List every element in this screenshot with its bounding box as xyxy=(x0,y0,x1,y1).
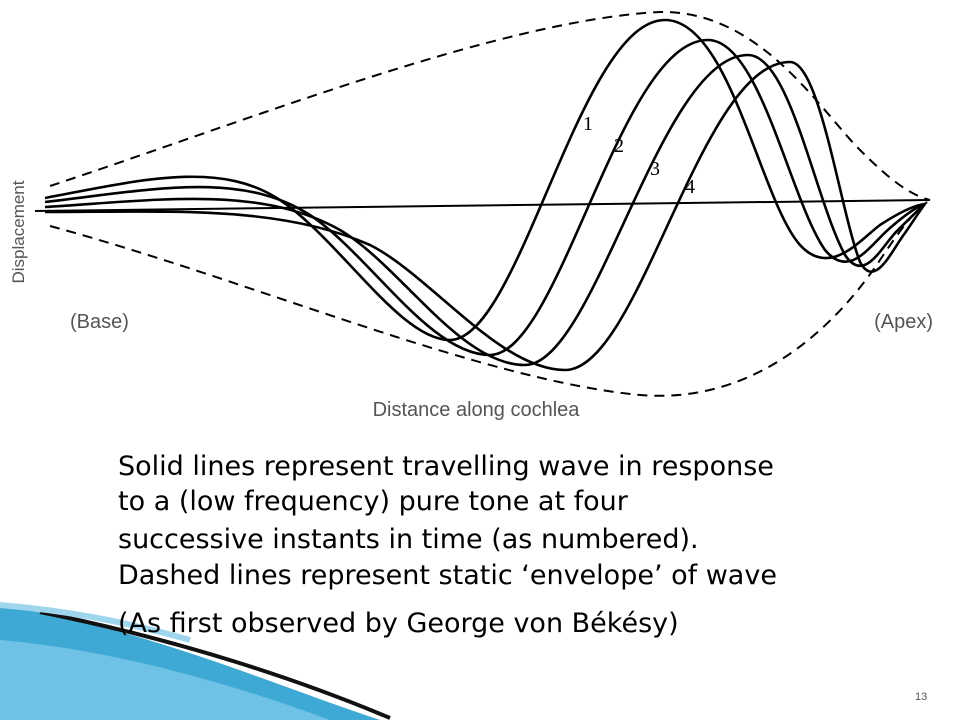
body-line: (As first observed by George von Békésy) xyxy=(118,608,679,639)
apex-label: (Apex) xyxy=(874,311,933,333)
wave-diagram: 1 2 3 4 xyxy=(34,10,931,397)
wave-label: 4 xyxy=(685,176,695,198)
wave-3 xyxy=(44,53,926,367)
wave-4 xyxy=(44,60,927,372)
y-axis-label: Displacement xyxy=(9,180,28,283)
swoosh-edge xyxy=(0,602,191,643)
upper-envelope xyxy=(49,10,931,201)
wave-label: 2 xyxy=(614,135,624,157)
wave-2 xyxy=(44,38,926,357)
base-label: (Base) xyxy=(70,311,129,333)
swoosh-light xyxy=(0,640,330,720)
swoosh-line xyxy=(39,610,391,720)
page-number: 13 xyxy=(915,691,927,703)
body-line: to a (low frequency) pure tone at four xyxy=(118,486,629,517)
wave-label: 3 xyxy=(650,158,660,180)
body-text: Solid lines represent travelling wave in… xyxy=(118,451,777,639)
wave-label: 1 xyxy=(583,113,593,135)
x-axis-label: Distance along cochlea xyxy=(373,399,581,421)
decoration xyxy=(0,602,391,720)
lower-envelope xyxy=(49,199,931,397)
body-line: Solid lines represent travelling wave in… xyxy=(118,451,774,482)
body-line: Dashed lines represent static ‘envelope’… xyxy=(118,560,777,591)
baseline xyxy=(34,199,931,212)
body-line: successive instants in time (as numbered… xyxy=(118,524,699,555)
